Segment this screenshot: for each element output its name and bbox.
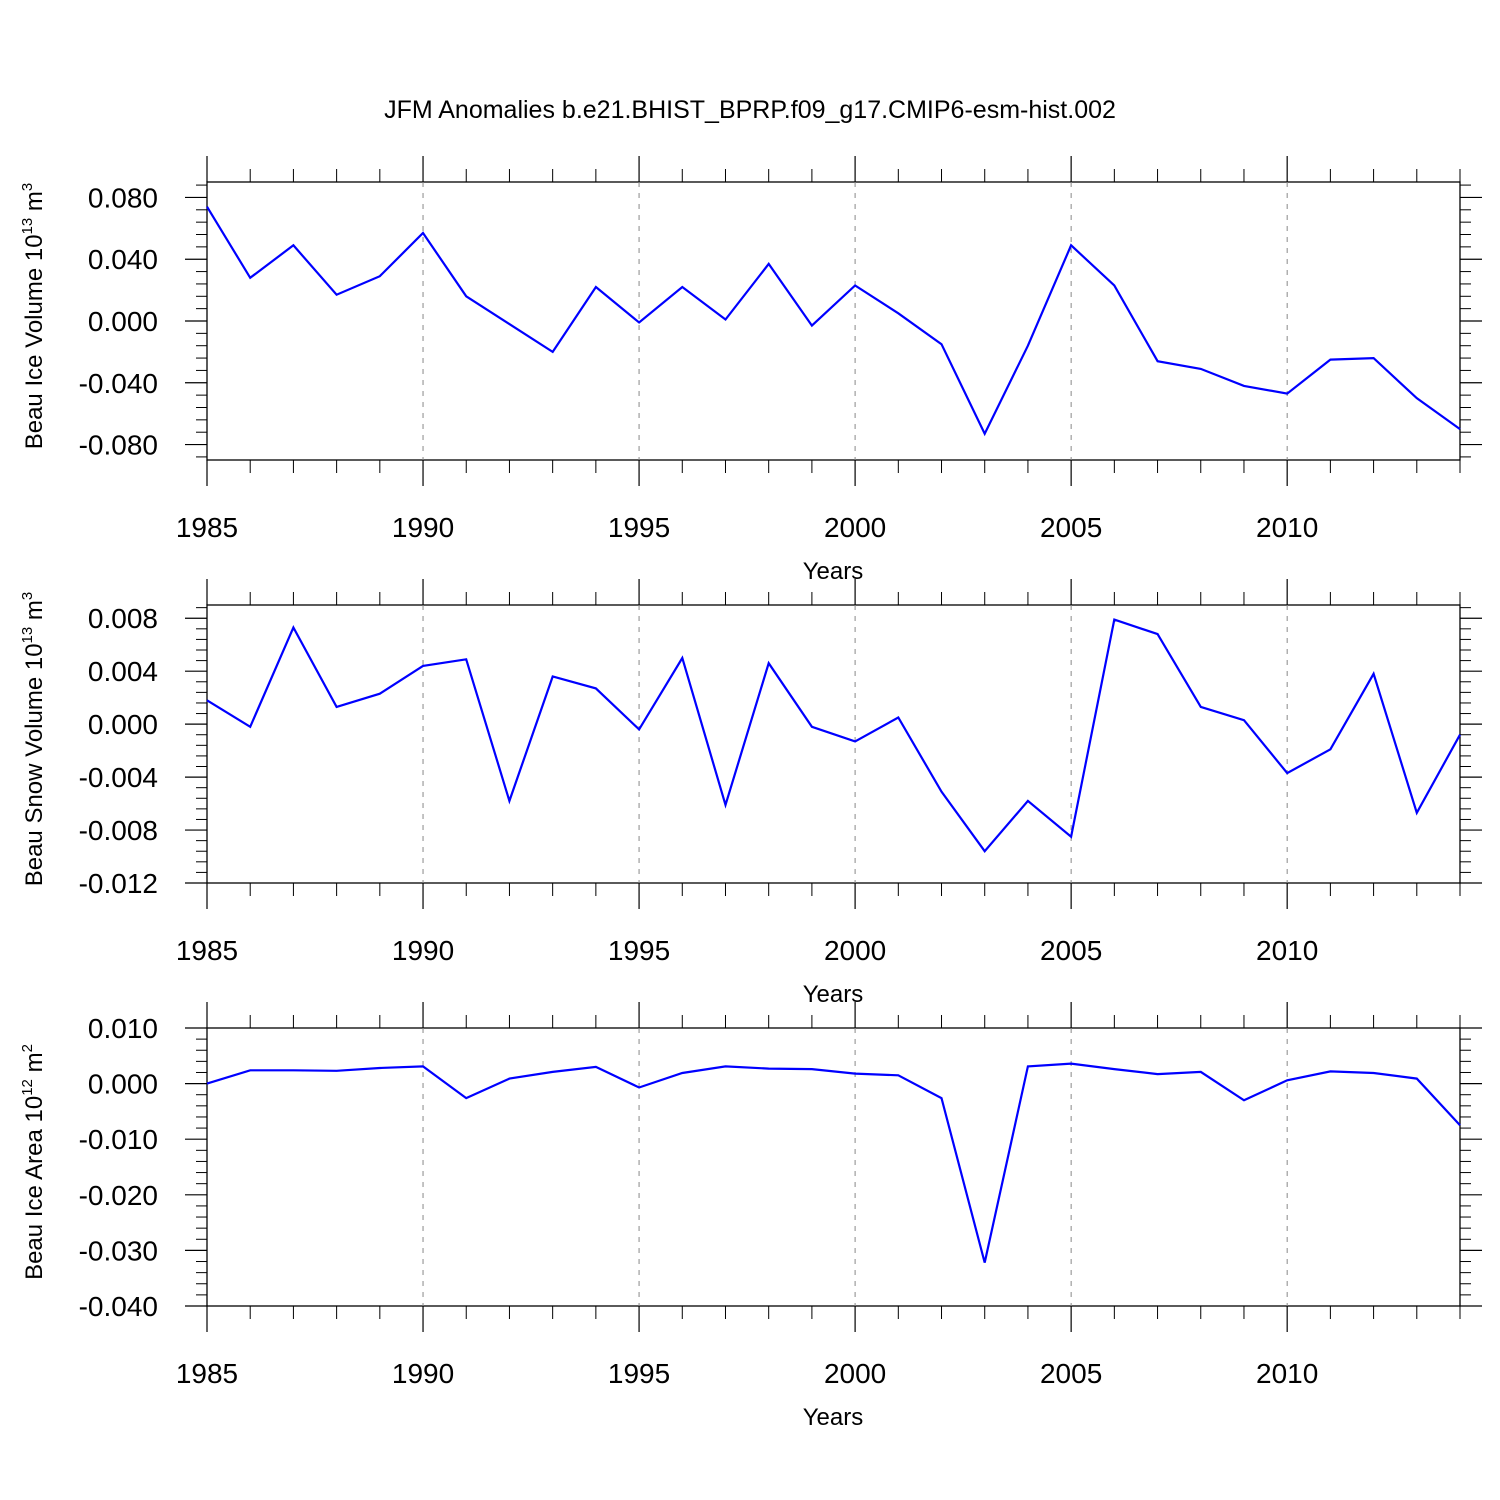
panels: 0.080 0.040 0.000 -0.040 -0.080 1985 1990 1995 2… [19, 156, 1482, 1431]
page-title: JFM Anomalies b.e21.BHIST_BPRP.f09_g17.C… [384, 96, 1116, 124]
y-axis-label-text: m [21, 600, 48, 627]
y-tick-label: 0.080 [88, 182, 158, 213]
x-tick-label: 2010 [1256, 935, 1318, 966]
x-tick-label: 1990 [392, 1358, 454, 1389]
x-tick-label: 1995 [608, 512, 670, 543]
x-tick-label: 2010 [1256, 512, 1318, 543]
y-axis-label-superscript: 2 [19, 1044, 36, 1052]
y-tick-label: -0.012 [79, 868, 158, 899]
x-tick-label: 2005 [1040, 1358, 1102, 1389]
x-tick-label: 1990 [392, 935, 454, 966]
series-line [206, 206, 1461, 437]
x-tick-label: 2000 [824, 512, 886, 543]
x-tick-label: 2005 [1040, 935, 1102, 966]
y-axis-label-text: m [21, 1052, 48, 1079]
y-tick-label: -0.008 [79, 815, 158, 846]
x-tick-label: 2000 [824, 1358, 886, 1389]
y-axis-label-superscript: 13 [19, 218, 36, 235]
y-tick-label: -0.040 [79, 1291, 158, 1322]
y-axis-label: Beau Ice Area 1012 m2 [19, 1044, 48, 1280]
chart-panel-2: 0.008 0.004 0.000 -0.004 -0.008 -0.012 1985 199… [19, 579, 1482, 1008]
series-line [206, 618, 1461, 853]
x-axis-label: Years [803, 981, 864, 1008]
x-tick-label: 1985 [176, 935, 238, 966]
y-tick-label: 0.040 [88, 244, 158, 275]
y-axis-label-text: m [21, 191, 48, 218]
x-tick-label: 2000 [824, 935, 886, 966]
y-axis-label-text: Beau Ice Volume 10 [21, 234, 48, 449]
y-axis-label: Beau Ice Volume 1013 m3 [19, 183, 48, 450]
y-tick-label: -0.020 [79, 1180, 158, 1211]
y-tick-label: 0.000 [88, 709, 158, 740]
y-axis-label-superscript: 3 [19, 592, 36, 600]
y-tick-label: 0.000 [88, 1069, 158, 1100]
plot-frame [206, 181, 1461, 461]
y-axis-label-superscript: 12 [19, 1079, 36, 1096]
x-tick-label: 1995 [608, 1358, 670, 1389]
y-tick-label: -0.030 [79, 1235, 158, 1266]
x-tick-label: 2005 [1040, 512, 1102, 543]
y-tick-label: 0.008 [88, 603, 158, 634]
x-tick-label: 1995 [608, 935, 670, 966]
x-tick-label: 2010 [1256, 1358, 1318, 1389]
y-tick-label: -0.010 [79, 1124, 158, 1155]
x-tick-label: 1985 [176, 512, 238, 543]
chart-panel-3: 0.010 0.000 -0.010 -0.020 -0.030 -0.040 1985 19… [19, 1002, 1482, 1431]
y-axis-label-superscript: 3 [19, 183, 36, 191]
x-axis-label: Years [803, 1404, 864, 1431]
plot-frame [206, 604, 1461, 884]
plot-frame [206, 1027, 1461, 1307]
y-axis-label-superscript: 13 [19, 627, 36, 644]
y-tick-label: 0.000 [88, 306, 158, 337]
chart-panel-1: 0.080 0.040 0.000 -0.040 -0.080 1985 1990 1995 2… [19, 156, 1482, 585]
y-tick-label: 0.004 [88, 656, 158, 687]
y-tick-label: -0.080 [79, 430, 158, 461]
y-axis-label-text: Beau Ice Area 10 [21, 1096, 48, 1280]
x-axis-label: Years [803, 558, 864, 585]
y-tick-label: -0.004 [79, 762, 158, 793]
y-axis-label-text: Beau Snow Volume 10 [21, 643, 48, 886]
y-tick-label: 0.010 [88, 1013, 158, 1044]
x-tick-label: 1985 [176, 1358, 238, 1389]
y-axis-label: Beau Snow Volume 1013 m3 [19, 592, 48, 887]
x-tick-label: 1990 [392, 512, 454, 543]
series-line [206, 1062, 1461, 1263]
y-tick-label: -0.040 [79, 368, 158, 399]
